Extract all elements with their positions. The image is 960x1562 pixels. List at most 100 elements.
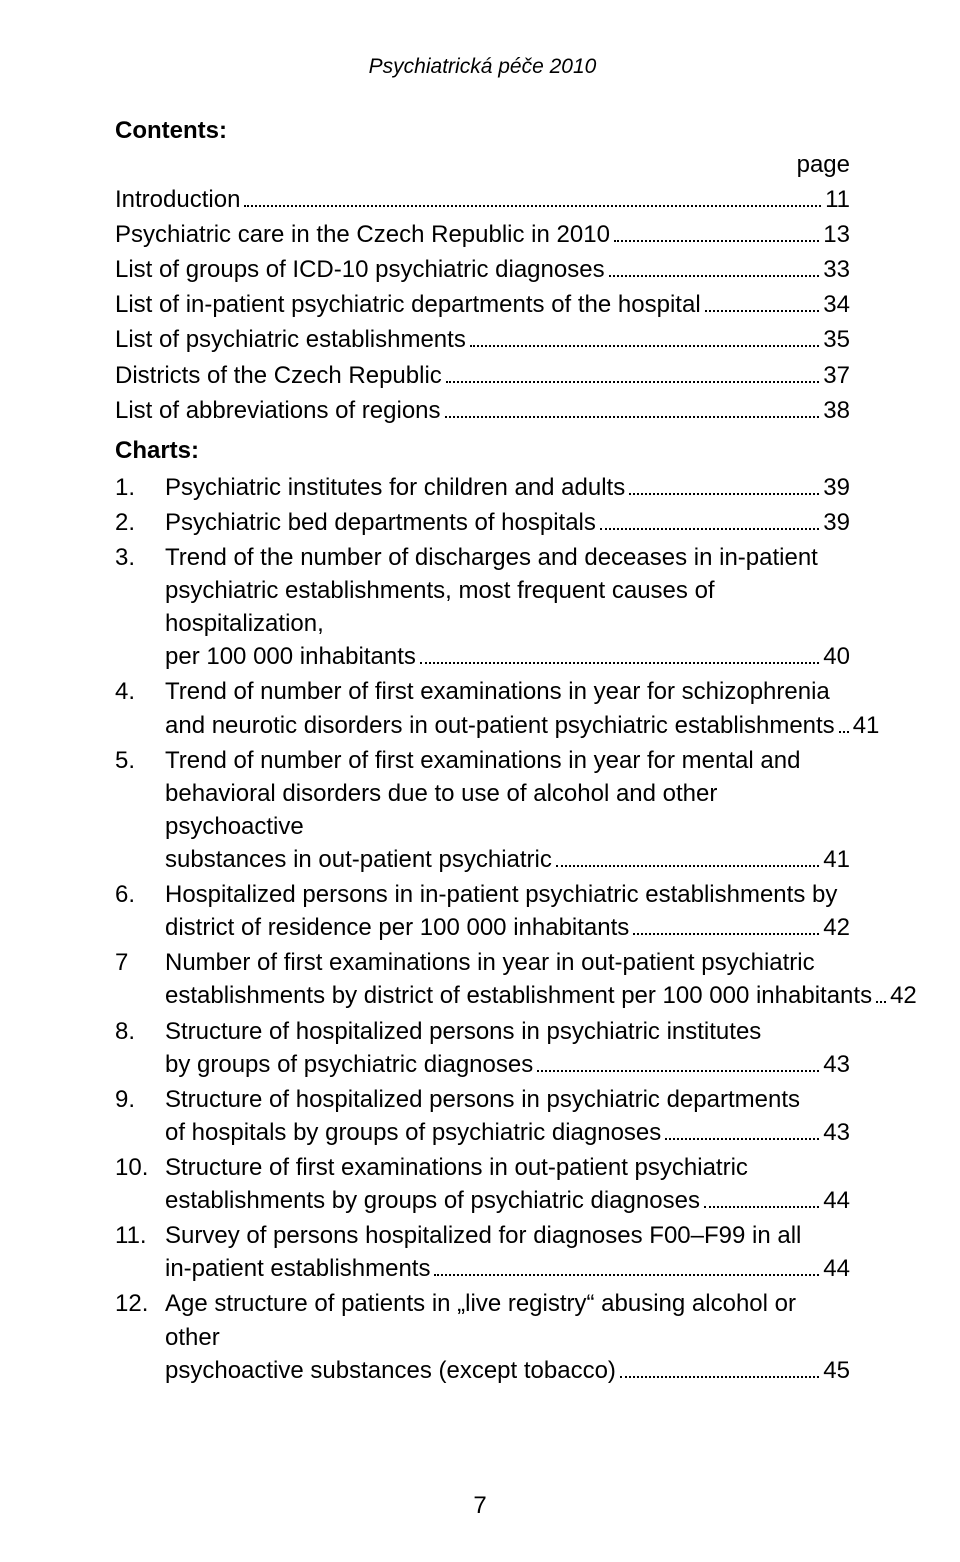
chart-entry-body: Psychiatric institutes for children and … <box>165 471 850 504</box>
chart-entry-text: district of residence per 100 000 inhabi… <box>165 911 629 944</box>
toc-entry-text: Psychiatric care in the Czech Republic i… <box>115 218 610 251</box>
toc-entry: List of abbreviations of regions 38 <box>115 394 850 427</box>
chart-entry-body: Structure of hospitalized persons in psy… <box>165 1015 850 1081</box>
chart-entry-page: 43 <box>823 1048 850 1081</box>
chart-entry-page: 44 <box>823 1184 850 1217</box>
chart-entry-body: Trend of the number of discharges and de… <box>165 541 850 673</box>
chart-entry-lastline: Psychiatric institutes for children and … <box>165 471 850 504</box>
toc-entry: List of in-patient psychiatric departmen… <box>115 288 850 321</box>
chart-entry-text: establishments by groups of psychiatric … <box>165 1184 700 1217</box>
chart-entry-lastline: psychoactive substances (except tobacco)… <box>165 1354 850 1387</box>
chart-entry-text: and neurotic disorders in out-patient ps… <box>165 709 835 742</box>
chart-entry-line: Structure of first examinations in out-p… <box>165 1151 850 1184</box>
chart-entry-line: Number of first examinations in year in … <box>165 946 850 979</box>
chart-entry: 4.Trend of number of first examinations … <box>115 675 850 741</box>
toc-entry: List of groups of ICD-10 psychiatric dia… <box>115 253 850 286</box>
chart-entry-lastline: establishments by district of establishm… <box>165 979 850 1012</box>
chart-leader-dots <box>620 1356 819 1377</box>
chart-leader-dots <box>556 846 819 867</box>
chart-entry-number: 2. <box>115 506 165 539</box>
chart-entry-number: 5. <box>115 744 165 876</box>
charts-list: 1.Psychiatric institutes for children an… <box>115 471 850 1387</box>
contents-list: Introduction11Psychiatric care in the Cz… <box>115 183 850 427</box>
chart-entry-body: Hospitalized persons in in-patient psych… <box>165 878 850 944</box>
toc-entry-text: Districts of the Czech Republic <box>115 359 442 392</box>
chart-entry-number: 1. <box>115 471 165 504</box>
chart-entry-body: Trend of number of first examinations in… <box>165 744 850 876</box>
chart-entry-page: 41 <box>853 709 880 742</box>
chart-leader-dots <box>839 711 849 732</box>
toc-entry-page: 37 <box>823 359 850 392</box>
chart-leader-dots <box>537 1050 819 1071</box>
chart-entry-number: 4. <box>115 675 165 741</box>
chart-entry-text: per 100 000 inhabitants <box>165 640 416 673</box>
chart-entry-lastline: Psychiatric bed departments of hospitals… <box>165 506 850 539</box>
chart-entry-lastline: district of residence per 100 000 inhabi… <box>165 911 850 944</box>
chart-entry-text: by groups of psychiatric diagnoses <box>165 1048 533 1081</box>
chart-leader-dots <box>704 1187 819 1208</box>
chart-entry-lastline: per 100 000 inhabitants 40 <box>165 640 850 673</box>
toc-entry-text: List of abbreviations of regions <box>115 394 441 427</box>
chart-entry-lastline: in-patient establishments 44 <box>165 1252 850 1285</box>
chart-entry-page: 39 <box>823 471 850 504</box>
toc-leader-dots <box>446 361 820 382</box>
chart-entry-page: 45 <box>823 1354 850 1387</box>
chart-entry-page: 42 <box>823 911 850 944</box>
page-column-label: page <box>115 151 850 179</box>
chart-entry-number: 8. <box>115 1015 165 1081</box>
chart-entry-body: Survey of persons hospitalized for diagn… <box>165 1219 850 1285</box>
chart-entry-line: Hospitalized persons in in-patient psych… <box>165 878 850 911</box>
chart-leader-dots <box>629 474 819 495</box>
chart-entry: 8.Structure of hospitalized persons in p… <box>115 1015 850 1081</box>
chart-entry-text: in-patient establishments <box>165 1252 430 1285</box>
chart-entry-page: 43 <box>823 1116 850 1149</box>
toc-entry-text: List of psychiatric establishments <box>115 323 466 356</box>
chart-entry-number: 10. <box>115 1151 165 1217</box>
charts-heading: Charts: <box>115 437 850 465</box>
chart-entry-number: 6. <box>115 878 165 944</box>
toc-entry: Psychiatric care in the Czech Republic i… <box>115 218 850 251</box>
chart-leader-dots <box>876 982 886 1003</box>
toc-leader-dots <box>609 256 820 277</box>
chart-entry-line: Survey of persons hospitalized for diagn… <box>165 1219 850 1252</box>
chart-leader-dots <box>600 509 819 530</box>
chart-entry-line: Age structure of patients in „live regis… <box>165 1287 850 1353</box>
chart-entry-page: 44 <box>823 1252 850 1285</box>
toc-entry: Introduction11 <box>115 183 850 216</box>
page-number: 7 <box>0 1492 960 1520</box>
toc-leader-dots <box>705 291 820 312</box>
chart-leader-dots <box>420 643 819 664</box>
chart-entry: 1.Psychiatric institutes for children an… <box>115 471 850 504</box>
contents-heading: Contents: <box>115 117 850 145</box>
chart-entry: 7Number of first examinations in year in… <box>115 946 850 1012</box>
chart-entry: 3.Trend of the number of discharges and … <box>115 541 850 673</box>
chart-leader-dots <box>434 1255 819 1276</box>
chart-entry-text: psychoactive substances (except tobacco) <box>165 1354 616 1387</box>
chart-entry: 6.Hospitalized persons in in-patient psy… <box>115 878 850 944</box>
chart-entry-lastline: substances in out-patient psychiatric41 <box>165 843 850 876</box>
chart-entry-text: Psychiatric institutes for children and … <box>165 471 625 504</box>
chart-entry-lastline: and neurotic disorders in out-patient ps… <box>165 709 850 742</box>
page: Psychiatrická péče 2010 Contents: page I… <box>0 0 960 1562</box>
chart-entry-body: Trend of number of first examinations in… <box>165 675 850 741</box>
chart-entry-line: Structure of hospitalized persons in psy… <box>165 1083 850 1116</box>
chart-entry-line: behavioral disorders due to use of alcoh… <box>165 777 850 843</box>
chart-entry-page: 40 <box>823 640 850 673</box>
toc-entry-text: List of in-patient psychiatric departmen… <box>115 288 701 321</box>
chart-entry: 9.Structure of hospitalized persons in p… <box>115 1083 850 1149</box>
toc-leader-dots <box>614 221 819 242</box>
toc-entry-page: 13 <box>823 218 850 251</box>
chart-entry-body: Age structure of patients in „live regis… <box>165 1287 850 1386</box>
toc-entry-text: Introduction <box>115 183 240 216</box>
chart-entry-lastline: by groups of psychiatric diagnoses 43 <box>165 1048 850 1081</box>
chart-entry-line: Structure of hospitalized persons in psy… <box>165 1015 850 1048</box>
chart-entry-text: Psychiatric bed departments of hospitals <box>165 506 596 539</box>
chart-entry-number: 9. <box>115 1083 165 1149</box>
doc-header: Psychiatrická péče 2010 <box>115 55 850 79</box>
chart-entry-text: substances in out-patient psychiatric <box>165 843 552 876</box>
toc-leader-dots <box>244 186 821 207</box>
chart-entry-body: Number of first examinations in year in … <box>165 946 850 1012</box>
toc-entry-page: 38 <box>823 394 850 427</box>
toc-entry-page: 33 <box>823 253 850 286</box>
chart-entry-text: establishments by district of establishm… <box>165 979 872 1012</box>
